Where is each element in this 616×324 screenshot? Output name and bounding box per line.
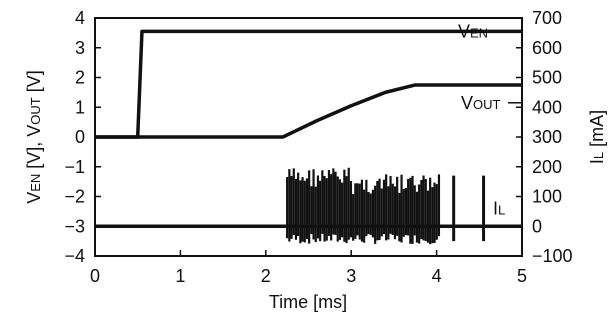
y-left-tick-label: −3 (64, 216, 85, 236)
y-right-tick-label: 600 (532, 38, 562, 58)
y-right-tick-label: −100 (532, 246, 573, 266)
series-vout-line (95, 83, 522, 139)
y-right-tick-label: 200 (532, 157, 562, 177)
y-right-tick-label: 400 (532, 97, 562, 117)
y-left-ticks: 4 3 2 1 0 −1 −2 −3 −4 (64, 8, 101, 266)
series-label-ven: VEN (458, 21, 488, 41)
y-left-tick-label: 3 (75, 38, 85, 58)
y-right-tick-label: 100 (532, 187, 562, 207)
y-left-tick-label: −4 (64, 246, 85, 266)
y-right-tick-label: 0 (532, 216, 542, 236)
x-axis-title: Time [ms] (269, 292, 347, 312)
x-tick-label: 0 (90, 266, 100, 286)
x-tick-label: 4 (432, 266, 442, 286)
x-tick-label: 5 (517, 266, 527, 286)
x-ticks: 0 1 2 3 4 5 (90, 250, 527, 286)
y-left-axis-title: VEN [V], VOUT [V] (24, 70, 44, 204)
svg-text:VEN [V], VOUT [V]: VEN [V], VOUT [V] (24, 70, 44, 204)
y-right-axis-title: IL [mA] (587, 110, 607, 164)
y-right-tick-label: 300 (532, 127, 562, 147)
y-left-tick-label: 2 (75, 68, 85, 88)
y-left-tick-label: 4 (75, 8, 85, 28)
y-left-tick-label: −2 (64, 187, 85, 207)
y-left-tick-label: 0 (75, 127, 85, 147)
y-right-tick-label: 500 (532, 68, 562, 88)
y-left-tick-label: −1 (64, 157, 85, 177)
series-il-burst (286, 167, 441, 245)
x-tick-label: 3 (346, 266, 356, 286)
series-label-il: IL (493, 198, 505, 218)
y-left-tick-label: 1 (75, 97, 85, 117)
series-label-vout: VOUT (461, 93, 501, 113)
y-right-tick-label: 700 (532, 8, 562, 28)
x-tick-label: 2 (261, 266, 271, 286)
series-layer (95, 29, 522, 245)
x-tick-label: 1 (175, 266, 185, 286)
svg-text:IL [mA]: IL [mA] (587, 110, 607, 164)
y-right-ticks: 700 600 500 400 300 200 100 0 −100 (516, 8, 573, 266)
